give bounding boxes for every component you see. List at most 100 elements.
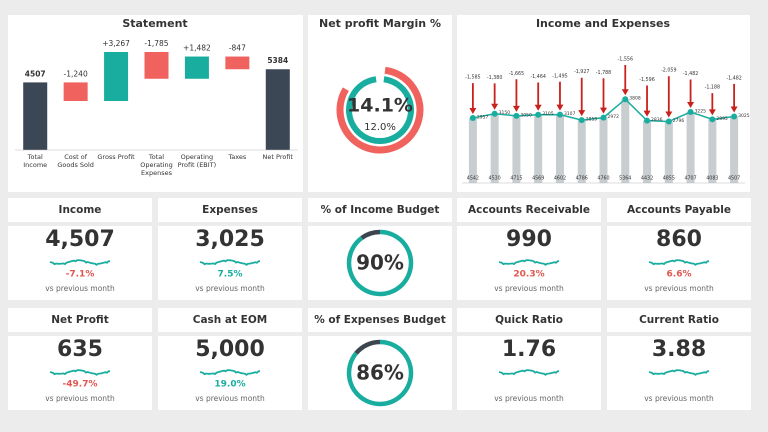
card-body: [457, 336, 601, 410]
expense-label: -1,927: [574, 69, 589, 75]
income-label: 4760: [597, 176, 609, 182]
expense-label: -1,788: [596, 70, 611, 76]
net-dot: [556, 111, 563, 118]
net-bar: [708, 119, 717, 183]
card-title: % of Expenses Budget: [314, 314, 446, 326]
card-header: [308, 198, 452, 222]
card-header: [308, 308, 452, 332]
net-dot: [535, 111, 542, 118]
sparkline: [648, 259, 710, 266]
category-label: Taxes: [228, 153, 247, 161]
card-title: Cash at EOM: [193, 314, 267, 326]
waterfall-bar: [265, 69, 290, 150]
income-label: 4530: [489, 176, 501, 182]
category-label: Operating Profit (EBIT): [177, 153, 217, 169]
income-label: 4542: [467, 176, 479, 182]
net-label: 2972: [608, 114, 620, 120]
income-label: 4432: [641, 176, 653, 182]
net-bar: [664, 121, 673, 183]
waterfall-bar: [104, 52, 129, 101]
expense-arrow: [665, 76, 673, 118]
panel-title: Net profit Margin %: [319, 17, 441, 30]
panel: [308, 15, 452, 192]
kpi-note: vs previous month: [195, 284, 265, 293]
net-label: 2836: [651, 117, 663, 123]
kpi-note: vs previous month: [45, 284, 115, 293]
net-label: 3025: [738, 113, 750, 119]
expense-label: -1,482: [726, 75, 741, 81]
net-bar: [686, 112, 695, 183]
net-bar: [621, 99, 630, 183]
card-header: [8, 198, 152, 222]
kpi-value: 860: [656, 227, 702, 252]
kpi-change: 19.0%: [214, 380, 245, 390]
sparkline: [498, 369, 560, 376]
data-label: -1,240: [64, 69, 88, 78]
card-header: [457, 198, 601, 222]
kpi-note: vs previous month: [195, 394, 265, 403]
kpi-value: 635: [57, 337, 103, 362]
net-dot: [578, 117, 585, 124]
income-label: 4083: [706, 176, 718, 182]
expense-arrow: [643, 85, 651, 117]
card-body: [158, 226, 302, 300]
donut-target: 12.0%: [364, 122, 396, 133]
expense-arrow: [512, 79, 520, 112]
sparkline: [49, 259, 111, 266]
donut-ring: [346, 76, 414, 144]
kpi-change: -49.7%: [63, 380, 98, 390]
sparkline: [199, 369, 261, 376]
panel-title: Statement: [122, 17, 187, 30]
card-title: Accounts Receivable: [468, 204, 590, 216]
expense-label: -1,585: [465, 75, 480, 81]
income-label: 4715: [510, 176, 522, 182]
net-bar: [555, 114, 564, 183]
gauge-arc: [346, 339, 414, 407]
net-dot: [469, 114, 476, 121]
income-label: 4786: [576, 176, 588, 182]
income-label: 4569: [532, 176, 544, 182]
card-body: [8, 226, 152, 300]
category-label: Cost of Goods Sold: [57, 153, 94, 169]
card-body: [308, 336, 452, 410]
expense-arrow: [730, 83, 738, 113]
expense-arrow: [534, 82, 542, 111]
expense-label: -1,665: [509, 71, 524, 77]
card-header: [158, 198, 302, 222]
expense-label: -1,495: [552, 73, 567, 79]
card-header: [457, 308, 601, 332]
kpi-note: vs previous month: [644, 394, 714, 403]
gauge-rest: [360, 229, 381, 240]
kpi-change: 6.6%: [667, 270, 692, 280]
card-body: [308, 226, 452, 300]
net-dot: [665, 118, 672, 125]
card-body: [8, 336, 152, 410]
card-header: [607, 308, 751, 332]
net-bar: [490, 113, 499, 183]
data-label: +1,482: [183, 44, 211, 53]
card-title: Income: [59, 204, 102, 216]
kpi-change: 7.5%: [218, 270, 243, 280]
kpi-value: 3.88: [652, 337, 706, 362]
kpi-note: vs previous month: [494, 284, 564, 293]
kpi-value: 3,025: [195, 227, 265, 252]
sparkline: [49, 369, 111, 376]
net-bar: [577, 120, 586, 183]
expense-arrow: [469, 83, 477, 114]
sparkline: [199, 259, 261, 266]
sparkline: [498, 259, 560, 266]
gauge-rest: [354, 339, 381, 355]
sparkline: [648, 369, 710, 376]
category-label: Net Profit: [262, 153, 293, 161]
income-label: 4602: [554, 176, 566, 182]
card-title: Current Ratio: [639, 314, 719, 326]
net-label: 2796: [673, 118, 685, 124]
waterfall-bar: [63, 82, 88, 101]
waterfall-bar: [184, 56, 209, 79]
gauge-value: 86%: [356, 361, 404, 385]
net-label: 3808: [629, 96, 641, 102]
card-title: Quick Ratio: [495, 314, 563, 326]
net-bar: [599, 117, 608, 183]
